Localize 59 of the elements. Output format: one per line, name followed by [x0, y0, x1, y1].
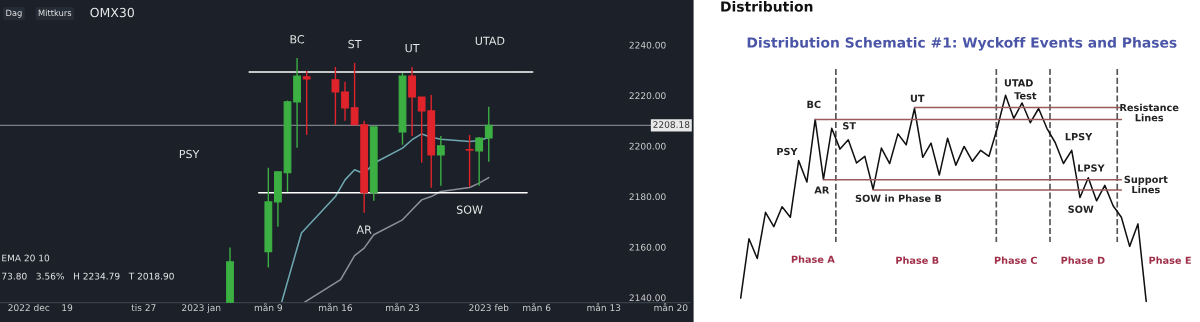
- candlestick: [408, 66, 416, 137]
- x-tick-label: mån 23: [386, 303, 419, 312]
- line-series: [303, 176, 490, 303]
- annotation: AR: [356, 225, 372, 234]
- annotation: 73.80 3.56% H 2234.79 T 2018.90: [2, 272, 174, 280]
- x-tick-label: mån 9: [254, 303, 283, 312]
- ref-line-label: 2208.18: [653, 121, 690, 128]
- candlestick: [436, 135, 445, 187]
- annotation: Test: [1014, 92, 1037, 100]
- annotation: Phase B: [896, 256, 939, 264]
- annotation: EMA 20 10: [2, 254, 50, 262]
- annotation: LPSY: [1078, 164, 1105, 172]
- annotation: UTAD: [475, 36, 505, 45]
- annotation: BC: [807, 100, 821, 109]
- annotation: UT: [910, 94, 925, 103]
- candlestick: [475, 136, 484, 187]
- y-tick-label: 2140.00: [629, 294, 666, 302]
- candlestick: [331, 66, 340, 126]
- candlestick: [484, 106, 493, 163]
- annotation: ST: [843, 122, 856, 130]
- x-tick-label: mån 16: [319, 303, 353, 312]
- annotation: Support Lines: [1124, 175, 1168, 194]
- annotation: SOW: [1068, 205, 1094, 213]
- chart-subtitle: Distribution Schematic #1: Wyckoff Events and Phases: [747, 37, 1177, 51]
- text: UTAD: [1004, 79, 1033, 87]
- x-tick-label: mån 6: [523, 303, 551, 312]
- annotation: Phase E: [1149, 256, 1191, 264]
- candlestick: [341, 81, 349, 122]
- x-tick-label: mån 20: [654, 303, 688, 312]
- annotation: SOW in Phase B: [855, 194, 942, 202]
- annotation: PSY: [777, 147, 798, 156]
- annotation: Resistance Lines: [1120, 103, 1179, 122]
- x-tick-label: 19: [62, 304, 73, 312]
- x-tick-label: mån 13: [587, 303, 621, 312]
- annotation: Phase C: [994, 256, 1037, 264]
- annotation: Mittkurs: [38, 9, 72, 17]
- y-tick-label: 2160.00: [629, 243, 666, 251]
- text: OMX30: [90, 7, 134, 18]
- x-tick-label: 2023 feb: [469, 304, 509, 312]
- annotation: SOW: [456, 205, 483, 214]
- annotation: PSY: [179, 149, 200, 159]
- y-tick-label: 2200.00: [629, 142, 666, 150]
- x-tick-label: tis 27: [131, 304, 156, 312]
- x-tick-label: 2022 dec: [8, 304, 50, 312]
- annotation: AR: [814, 186, 830, 194]
- annotation: Phase A: [791, 255, 835, 263]
- annotation: LPSY: [1065, 132, 1093, 141]
- annotation: Dag: [6, 9, 22, 18]
- candlestick: [465, 134, 474, 188]
- annotation: Phase D: [1061, 256, 1105, 264]
- candlestick: [302, 70, 311, 136]
- x-tick-label: 2023 jan: [182, 304, 221, 313]
- annotation: ST: [348, 39, 362, 49]
- y-tick-label: 2220.00: [629, 92, 666, 100]
- chart-title: Distribution: [721, 1, 813, 12]
- y-tick-label: 2240.00: [629, 41, 666, 49]
- y-tick-label: 2180.00: [629, 193, 666, 201]
- annotation: UT: [405, 44, 420, 53]
- annotation: BC: [290, 35, 305, 44]
